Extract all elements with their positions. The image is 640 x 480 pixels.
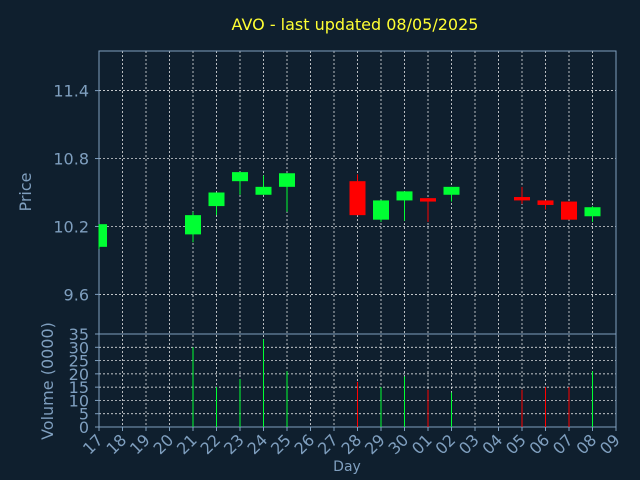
volume-axis-label: Volume (0000) [38, 322, 57, 440]
x-axis-label: Day [333, 459, 361, 475]
candle-body [349, 181, 366, 216]
price-y-ticks: 9.6 10.2 10.8 11.4 [53, 82, 99, 304]
candle-body [279, 173, 295, 187]
price-grid [98, 51, 617, 427]
candle-body [232, 172, 248, 182]
x-tick-label: 09 [596, 430, 624, 458]
volume-y-tick-label: 20 [69, 365, 89, 384]
candle-body [561, 201, 577, 220]
candle-body [537, 200, 554, 205]
candle-body [185, 215, 201, 235]
price-y-tick-label: 9.6 [64, 285, 89, 304]
volume-y-tick-label: 35 [69, 325, 89, 344]
volume-y-tick-label: 10 [69, 391, 89, 410]
candle-body [443, 186, 460, 195]
price-axis-label: Price [16, 172, 35, 211]
volume-y-tick-label: 0 [79, 418, 89, 437]
candle-body [208, 192, 225, 207]
candle-body [99, 224, 107, 247]
candle-body [514, 197, 530, 201]
candles [98, 172, 601, 250]
price-y-tick-label: 10.8 [53, 150, 89, 169]
candle-body [255, 186, 272, 195]
candle-body [396, 191, 413, 201]
x-ticks: 1718192021222324252627282930010203040506… [79, 427, 624, 458]
volume-y-tick-label: 25 [69, 352, 89, 371]
candle-body [373, 200, 389, 220]
volume-bars [192, 339, 593, 427]
price-y-tick-label: 10.2 [53, 217, 89, 236]
chart-title: AVO - last updated 08/05/2025 [232, 15, 479, 34]
candle-body [420, 198, 436, 202]
candle-body [584, 207, 601, 217]
volume-y-tick-label: 5 [79, 405, 89, 424]
volume-y-tick-label: 15 [69, 378, 89, 397]
price-y-tick-label: 11.4 [53, 82, 89, 101]
volume-y-tick-label: 30 [69, 338, 89, 357]
